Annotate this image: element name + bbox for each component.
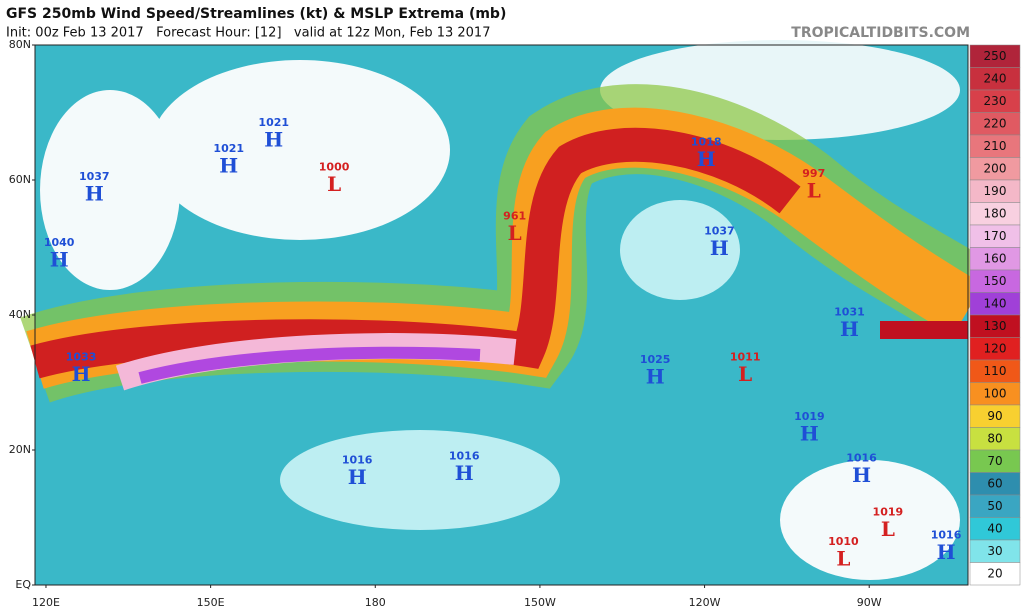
center-symbol: H: [646, 364, 665, 388]
colorbar-label: 250: [984, 49, 1007, 63]
center-value: 1037: [704, 225, 735, 238]
center-value: 1010: [828, 535, 859, 548]
center-value: 1019: [794, 410, 825, 423]
center-value: 1016: [449, 449, 480, 462]
colorbar-label: 20: [987, 566, 1002, 580]
center-value: 1016: [846, 451, 877, 464]
colorbar-label: 240: [984, 71, 1007, 85]
center-symbol: H: [264, 127, 283, 151]
colorbar-label: 140: [984, 296, 1007, 310]
map-background: [20, 40, 991, 586]
center-symbol: H: [800, 422, 819, 446]
center-value: 961: [503, 210, 526, 223]
lat-label: 20N: [9, 443, 31, 456]
colorbar-label: 210: [984, 139, 1007, 153]
colorbar-label: 50: [987, 499, 1002, 513]
lat-label: 40N: [9, 308, 31, 321]
center-value: 1021: [258, 116, 289, 129]
center-symbol: H: [348, 465, 367, 489]
center-value: 1031: [834, 306, 865, 319]
colorbar-label: 200: [984, 161, 1007, 175]
colorbar-label: 80: [987, 431, 1002, 445]
center-value: 1033: [66, 351, 97, 364]
colorbar-label: 230: [984, 94, 1007, 108]
site: TROPICALTIDBITS.COM: [791, 25, 970, 41]
center-value: 1016: [931, 528, 962, 541]
colorbar-label: 180: [984, 206, 1007, 220]
colorbar-label: 220: [984, 116, 1007, 130]
center-symbol: L: [836, 547, 850, 571]
lon-label: 150W: [524, 596, 556, 609]
lat-label: EQ: [15, 578, 31, 591]
center-symbol: H: [852, 463, 871, 487]
center-symbol: H: [710, 236, 729, 260]
colorbar-label: 190: [984, 184, 1007, 198]
colorbar-label: 150: [984, 274, 1007, 288]
center-symbol: H: [937, 540, 956, 564]
center-symbol: H: [455, 461, 474, 485]
lon-label: 90W: [857, 596, 882, 609]
subtitle: Init: 00z Feb 13 2017 Forecast Hour: [12…: [6, 26, 490, 41]
lon-label: 120E: [32, 596, 60, 609]
colorbar-label: 120: [984, 341, 1007, 355]
center-value: 1000: [319, 160, 350, 173]
center-symbol: H: [50, 247, 69, 271]
center-symbol: H: [840, 317, 859, 341]
center-value: 1019: [873, 505, 904, 518]
center-symbol: L: [807, 179, 821, 203]
center-value: 1040: [44, 236, 75, 249]
center-value: 1037: [79, 170, 110, 183]
lon-label: 180: [365, 596, 386, 609]
center-symbol: H: [697, 147, 716, 171]
colorbar-label: 160: [984, 251, 1007, 265]
center-value: 1025: [640, 353, 671, 366]
center-symbol: L: [738, 362, 752, 386]
colorbar-label: 170: [984, 229, 1007, 243]
colorbar-label: 70: [987, 454, 1002, 468]
center-value: 1021: [213, 142, 244, 155]
colorbar-label: 130: [984, 319, 1007, 333]
center-value: 1018: [691, 135, 722, 148]
colorbar-label: 90: [987, 409, 1002, 423]
center-symbol: L: [881, 517, 895, 541]
center-symbol: H: [219, 154, 238, 178]
colorbar-label: 30: [987, 544, 1002, 558]
colorbar-label: 60: [987, 476, 1002, 490]
colorbar-label: 110: [984, 364, 1007, 378]
center-symbol: L: [327, 172, 341, 196]
lat-label: 60N: [9, 173, 31, 186]
center-value: 1011: [730, 351, 761, 364]
colorbar-label: 40: [987, 521, 1002, 535]
center-symbol: H: [72, 362, 91, 386]
center-value: 1016: [342, 453, 373, 466]
colorbar-label: 100: [984, 386, 1007, 400]
lon-label: 150E: [197, 596, 225, 609]
center-value: 997: [802, 167, 825, 180]
lon-label: 120W: [689, 596, 721, 609]
lat-label: 80N: [9, 38, 31, 51]
center-symbol: H: [85, 181, 104, 205]
colorbar-swatch: [969, 562, 1021, 586]
title: GFS 250mb Wind Speed/Streamlines (kt) & …: [6, 6, 506, 22]
center-symbol: L: [508, 221, 522, 245]
